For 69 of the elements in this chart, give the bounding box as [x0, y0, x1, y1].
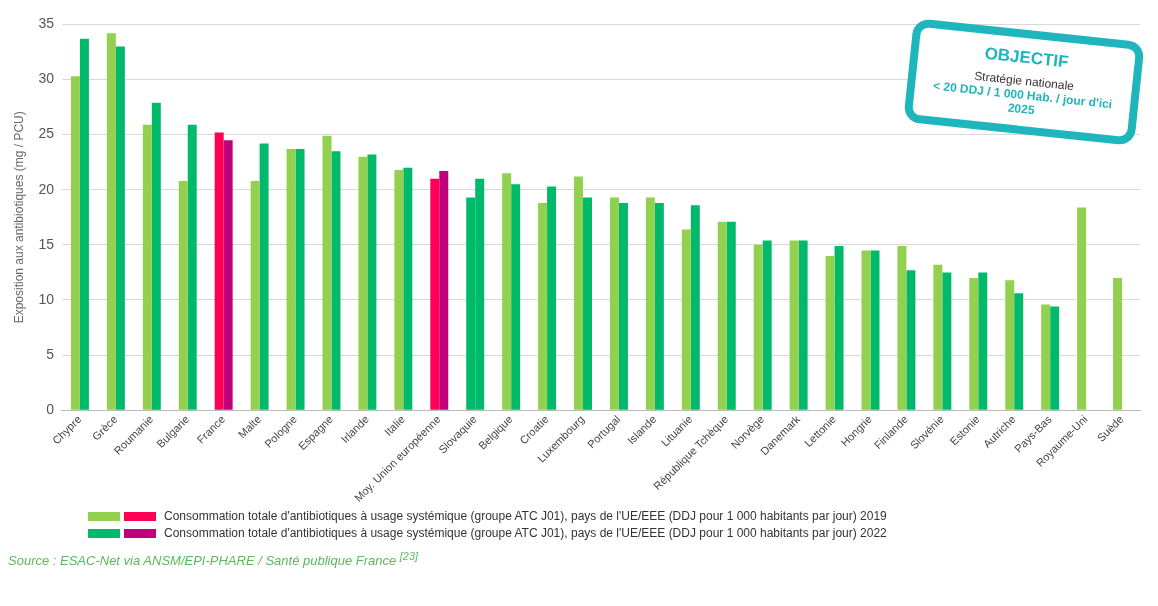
bar [681, 229, 691, 410]
bar [1077, 207, 1087, 410]
bar [70, 76, 80, 410]
bar [322, 135, 332, 410]
bar [250, 180, 260, 410]
bar [753, 244, 763, 410]
bar [547, 186, 557, 410]
bar [151, 102, 161, 410]
bar [1005, 280, 1015, 410]
bar [609, 197, 619, 410]
bar [645, 197, 655, 410]
bar [394, 169, 404, 410]
bar [439, 171, 449, 410]
bar [978, 272, 988, 410]
bar [367, 154, 377, 410]
bar [789, 240, 799, 410]
bar [798, 240, 808, 410]
bar [618, 202, 628, 410]
y-tick-label: 15 [38, 235, 55, 252]
y-axis-title: Exposition aux antibiotiques (mg / PCU) [11, 111, 26, 324]
bar [1014, 293, 1024, 410]
bar [259, 143, 269, 410]
bar [511, 184, 521, 410]
bar [574, 176, 584, 410]
bar [834, 245, 844, 410]
bar [654, 202, 664, 410]
y-tick-label: 0 [46, 401, 55, 418]
bar [142, 124, 152, 410]
bar [403, 167, 413, 410]
bar [178, 180, 188, 410]
bar [502, 173, 512, 410]
bar [538, 202, 548, 410]
bar [717, 221, 727, 410]
bar [690, 205, 700, 410]
bar [79, 38, 89, 410]
bar [187, 124, 197, 410]
bar [115, 46, 125, 410]
bar [214, 132, 224, 410]
bar [295, 148, 305, 410]
bar [897, 245, 907, 410]
bar [825, 255, 835, 410]
y-tick-label: 35 [38, 15, 55, 32]
legend-label: Consommation totale d'antibiotiques à usage systémique (groupe ATC J01), pays de l'UE/EEE (DDJ pour 1 000 habitants par jour) 2019 [164, 508, 887, 525]
bar [1041, 304, 1051, 410]
bar [726, 221, 736, 410]
bar [1113, 277, 1123, 410]
bar [106, 33, 116, 410]
annotation: OBJECTIF [983, 42, 1071, 72]
y-tick-label: 30 [38, 70, 55, 87]
bar [933, 264, 943, 410]
bar [1050, 306, 1060, 410]
legend-label: Consommation totale d'antibiotiques à usage systémique (groupe ATC J01), pays de l'UE/EEE (DDJ pour 1 000 habitants par jour) 2022 [164, 525, 887, 542]
source-note: Source : ESAC-Net via ANSM/EPI-PHARE / Santé publique France $^{[23]}$ [8, 550, 419, 569]
y-tick-label: 5 [46, 345, 55, 362]
bar [583, 197, 592, 410]
bar [906, 270, 916, 410]
bar [430, 178, 440, 410]
bar [870, 250, 880, 410]
y-tick-label: 20 [38, 180, 55, 197]
stamp: OBJECTIF Stratégie nationale < 20 DDJ / 1 000 Hab. / jour d'ici 2025 [903, 18, 1145, 146]
bar [358, 156, 368, 410]
bar [969, 277, 979, 410]
y-tick-label: 10 [38, 290, 55, 307]
bar [942, 272, 952, 410]
y-tick-label: 25 [38, 125, 55, 142]
bar [223, 140, 233, 410]
bar [762, 240, 772, 410]
bar [331, 151, 341, 410]
bar [286, 148, 296, 410]
